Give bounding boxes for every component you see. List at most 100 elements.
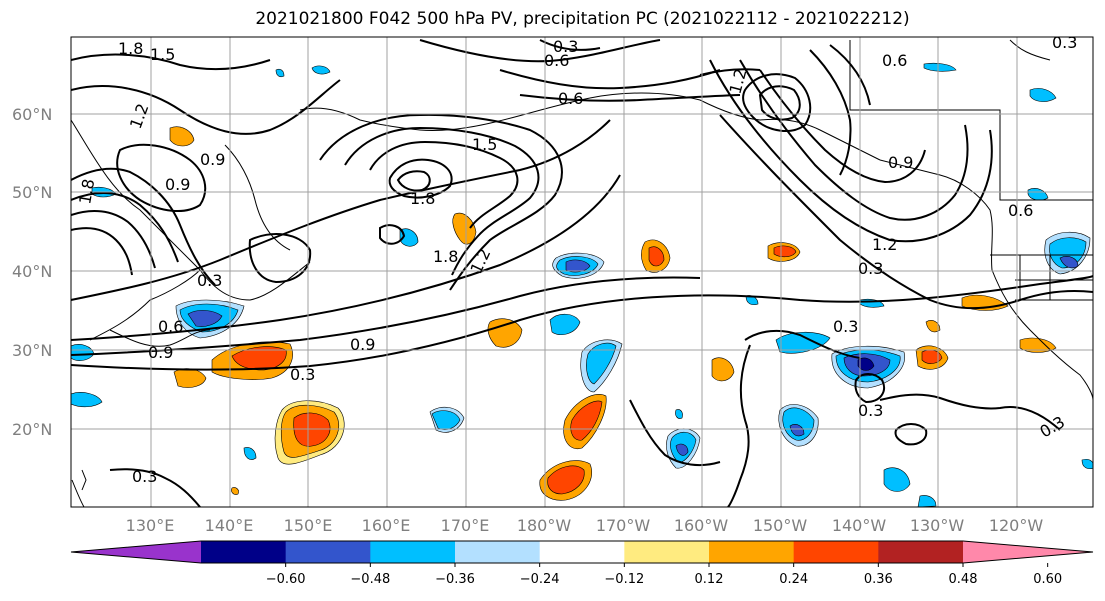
colorbar-segment [370, 541, 456, 563]
precip-blob [857, 357, 875, 371]
pv-contour [71, 276, 701, 356]
pv-contour [629, 399, 721, 467]
pv-contour [719, 114, 1093, 310]
pv-contour [248, 233, 312, 284]
contour-label: 1.8 [410, 189, 435, 208]
pv-contour [71, 209, 156, 269]
map-frame [70, 36, 1094, 508]
pv-contour [319, 113, 563, 291]
contour-label: 0.6 [544, 51, 569, 70]
pv-contour [116, 143, 207, 212]
precip-blob [570, 400, 603, 441]
precip-blob [675, 409, 683, 419]
contour-label: 1.2 [466, 246, 494, 277]
precip-blob [586, 342, 617, 385]
pv-contour [379, 224, 406, 245]
pv-contour [71, 192, 179, 263]
colorbar-segment [709, 541, 795, 563]
contour-label: 1.5 [472, 135, 497, 154]
colorbar-extend-high [963, 541, 1093, 563]
contour-label: 0.3 [290, 365, 315, 384]
lat-label: 20°N [12, 420, 52, 439]
precip-blob [399, 228, 419, 247]
precip-blob [487, 318, 523, 348]
colorbar-tick-label: 0.36 [864, 572, 893, 587]
precip-blob [1081, 458, 1093, 470]
precip-blob [711, 357, 735, 382]
pv-contour [699, 68, 761, 76]
pv-contour [829, 44, 871, 106]
lon-label: 170°E [441, 516, 490, 535]
colorbar-tick-label: −0.48 [350, 572, 390, 587]
contour-label: 0.9 [350, 335, 375, 354]
colorbar-segment [539, 541, 625, 563]
contour-label: 1.8 [433, 247, 458, 266]
precip-blob [1019, 337, 1057, 353]
lon-label: 170°W [596, 516, 651, 535]
colorbar: −0.60 −0.48 −0.36 −0.24 −0.12 0.12 0.24 0.36 0.4… [70, 540, 1094, 587]
colorbar-segment [793, 541, 879, 563]
contour-label: 0.3 [553, 37, 578, 56]
precip-blob [173, 368, 207, 388]
pv-contour [519, 94, 741, 102]
contour-label: 1.8 [75, 177, 98, 205]
contour-label: 1.2 [726, 67, 751, 97]
pv-contour [71, 275, 1093, 371]
pv-contour [71, 174, 621, 341]
precip-blob [293, 412, 331, 447]
pv-contour [344, 126, 540, 276]
precip-blob [565, 259, 591, 273]
pv-contour [109, 468, 201, 507]
precip-blob [1029, 88, 1057, 102]
precip-shading [71, 62, 1093, 507]
lon-label: 160°E [362, 516, 411, 535]
precip-blob [675, 443, 689, 456]
precip-blob [773, 245, 797, 258]
contour-label: 1.2 [126, 101, 153, 131]
precip-blob [231, 487, 239, 495]
coastlines [71, 39, 1093, 507]
contour-label: 0.9 [165, 175, 190, 194]
pv-contour [854, 373, 885, 404]
colorbar-tick-label: 0.24 [779, 572, 808, 587]
contour-label: 0.9 [888, 153, 913, 172]
precip-blob [311, 65, 331, 75]
pv-contour [419, 39, 661, 63]
lon-label: 120°W [989, 516, 1044, 535]
precip-blob [547, 465, 585, 495]
pv-contour [879, 393, 1061, 431]
precip-blob [923, 62, 957, 72]
pv-contour [727, 344, 751, 507]
precip-blob [883, 467, 911, 492]
lon-label: 150°E [284, 516, 333, 535]
pv-contour [71, 119, 611, 301]
contour-label: 0.6 [882, 51, 907, 70]
pv-contour [744, 329, 861, 359]
precip-blob [187, 310, 223, 327]
pv-contour [396, 170, 431, 192]
colorbar-tick-label: 0.60 [1033, 572, 1062, 587]
lon-label: 160°W [674, 516, 729, 535]
lat-label: 40°N [12, 262, 52, 281]
contour-label: 0.9 [200, 150, 225, 169]
lat-label: 50°N [12, 183, 52, 202]
colorbar-outline [70, 540, 1094, 564]
contour-label: 0.3 [197, 271, 222, 290]
colorbar-segment [285, 541, 371, 563]
contour-label: 0.3 [833, 317, 858, 336]
precip-blob [71, 392, 103, 408]
lon-label: 150°W [753, 516, 808, 535]
contour-label: 0.3 [858, 401, 883, 420]
precip-blob [549, 313, 581, 335]
colorbar-tick-label: −0.36 [435, 572, 475, 587]
precip-blob [1027, 188, 1049, 201]
precip-blob [169, 126, 195, 147]
colorbar-tick-label: −0.60 [266, 572, 306, 587]
lon-labels: 130°E 140°E 150°E 160°E 170°E 180°W 170°… [126, 516, 1044, 535]
map-title: 2021021800 F042 500 hPa PV, precipitatio… [255, 9, 910, 29]
colorbar-segment [201, 541, 287, 563]
colorbar-tick-label: 0.12 [695, 572, 724, 587]
colorbar-segment [878, 541, 964, 563]
lat-label: 60°N [12, 105, 52, 124]
